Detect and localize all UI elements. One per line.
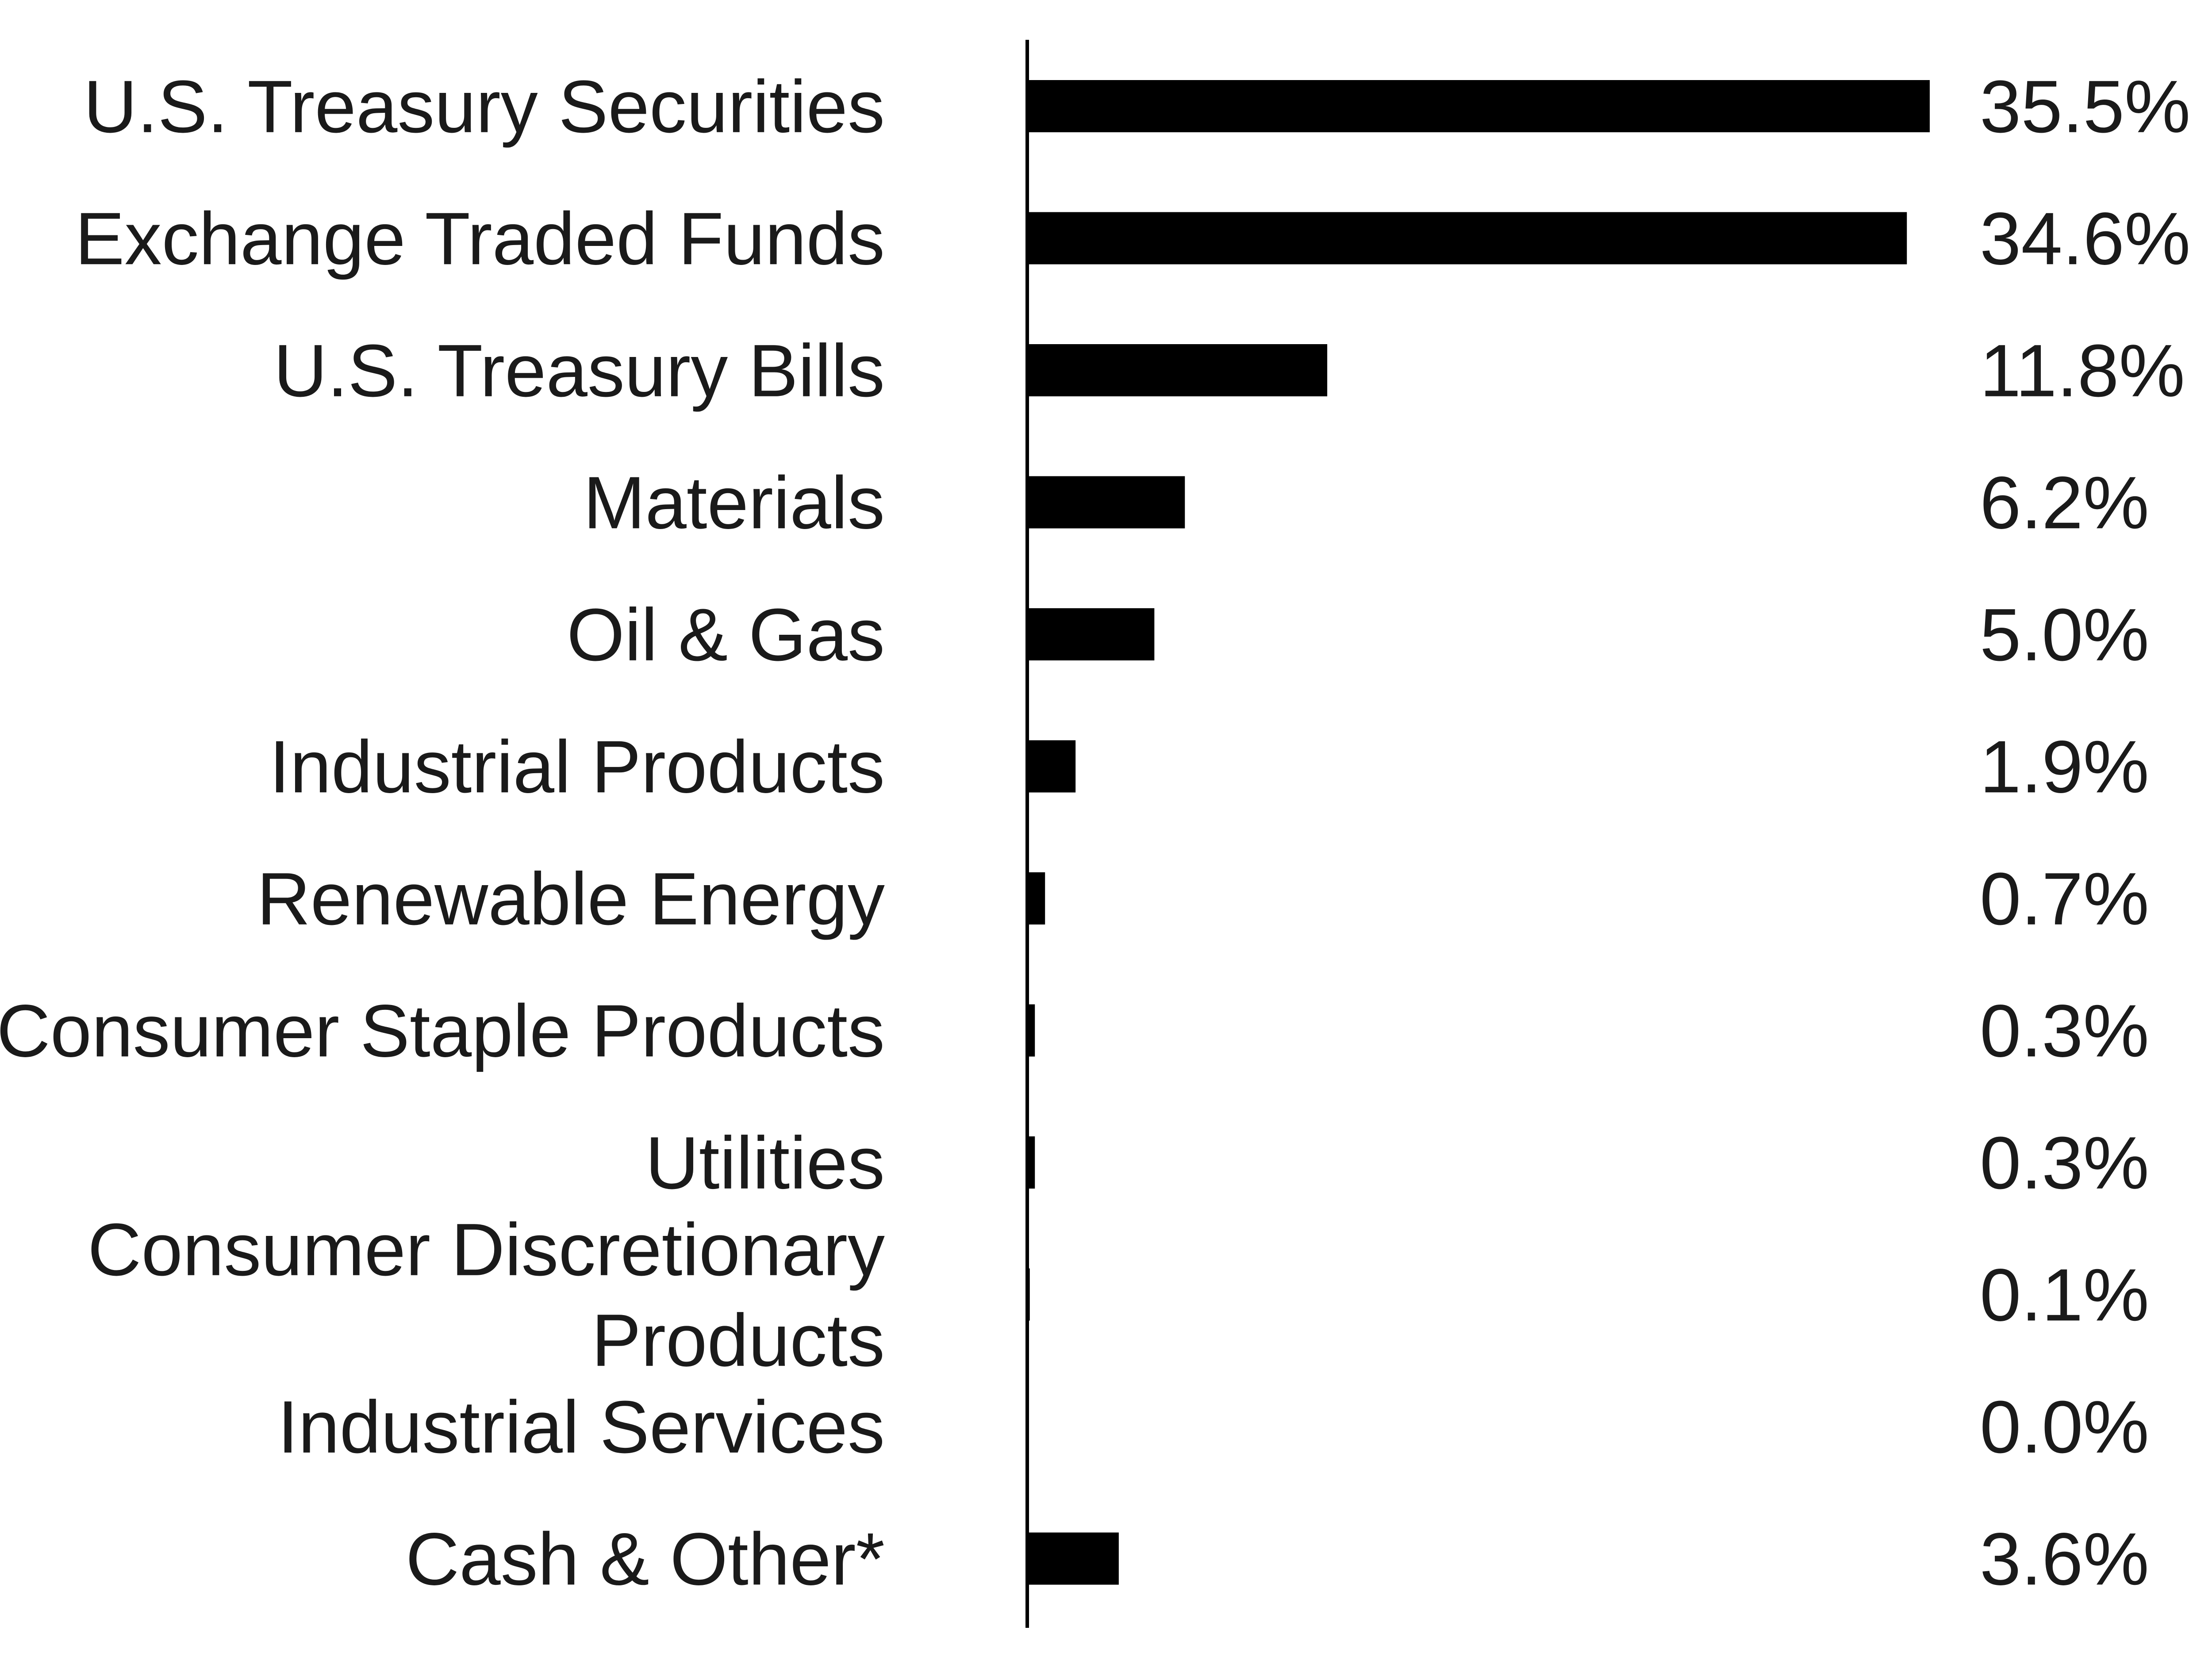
bar (1027, 80, 1930, 132)
category-label: Exchange Traded Funds (75, 197, 885, 280)
value-label: 0.1% (1980, 1253, 2149, 1336)
bar (1027, 1532, 1119, 1585)
value-label: 11.8% (1980, 329, 2185, 412)
category-label: Cash & Other* (406, 1517, 885, 1600)
category-label: Consumer Staple Products (0, 989, 885, 1072)
value-label: 0.3% (1980, 989, 2149, 1072)
value-label: 35.5% (1980, 65, 2190, 148)
category-label: Oil & Gas (567, 593, 885, 676)
category-label: Industrial Services (277, 1385, 885, 1469)
bar (1027, 1004, 1035, 1057)
value-label: 0.0% (1980, 1385, 2149, 1469)
category-label: U.S. Treasury Bills (273, 329, 885, 412)
value-label: 6.2% (1980, 461, 2149, 544)
category-label: Consumer Discretionary (88, 1208, 885, 1291)
value-label: 3.6% (1980, 1517, 2149, 1600)
value-label: 0.3% (1980, 1121, 2149, 1205)
category-label: Utilities (645, 1121, 885, 1205)
category-label: U.S. Treasury Securities (84, 65, 885, 148)
category-label: Products (591, 1299, 885, 1382)
bar (1027, 1136, 1035, 1189)
value-label: 34.6% (1980, 197, 2190, 280)
value-label: 1.9% (1980, 725, 2149, 808)
bar (1027, 344, 1328, 396)
bar (1027, 476, 1185, 529)
category-label: Renewable Energy (257, 857, 885, 940)
value-label: 0.7% (1980, 857, 2149, 940)
value-label: 5.0% (1980, 593, 2149, 676)
category-label: Industrial Products (269, 725, 885, 808)
bar (1027, 740, 1076, 793)
bar (1027, 872, 1045, 924)
bar (1027, 608, 1155, 660)
bar (1027, 212, 1907, 265)
category-label: Materials (583, 461, 885, 544)
